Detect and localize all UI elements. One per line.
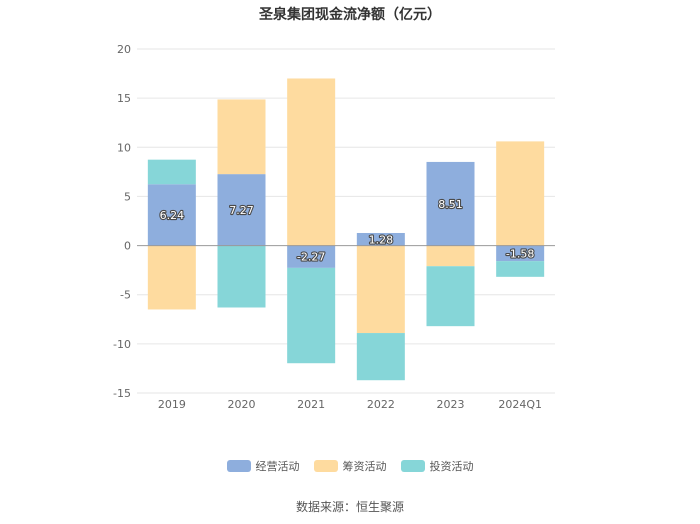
data-label: -1.58 [506, 247, 534, 260]
x-tick-label: 2023 [437, 398, 465, 411]
bar-operating [496, 245, 545, 262]
y-tick-label: -15 [113, 387, 131, 400]
data-label: 1.28 [369, 233, 394, 246]
bar-investing [426, 266, 475, 327]
data-label: 8.51 [438, 198, 463, 211]
bar-operating [287, 245, 336, 268]
legend-item-operating[interactable]: 经营活动 [226, 458, 300, 474]
bar-financing [356, 245, 405, 334]
bar-investing [356, 333, 405, 381]
bar-financing [426, 245, 475, 267]
y-tick-label: 10 [117, 141, 131, 154]
bar-operating [426, 161, 475, 246]
bar-investing [287, 267, 336, 364]
bar-investing [496, 261, 545, 277]
legend-swatch-investing [400, 460, 425, 472]
data-label: 7.27 [229, 204, 254, 217]
legend-swatch-operating [226, 460, 251, 472]
y-tick-label: 5 [124, 190, 131, 203]
y-tick-label: 15 [117, 92, 131, 105]
y-tick-label: -10 [113, 338, 131, 351]
bar-operating [147, 184, 196, 246]
legend-item-investing[interactable]: 投资活动 [400, 458, 474, 474]
x-tick-label: 2020 [228, 398, 256, 411]
chart-title: 圣泉集团现金流净额（亿元） [259, 7, 441, 23]
bar-financing [147, 245, 196, 310]
legend-item-financing[interactable]: 筹资活动 [313, 458, 387, 474]
x-tick-label: 2021 [297, 398, 325, 411]
x-tick-label: 2019 [158, 398, 186, 411]
bar-financing [496, 141, 545, 246]
data-label: 6.24 [160, 209, 185, 222]
legend-label-operating: 经营活动 [255, 460, 300, 473]
bar-financing [217, 99, 266, 175]
legend-label-financing: 筹资活动 [342, 460, 387, 473]
data-label: -2.27 [297, 251, 325, 264]
x-tick-label: 2022 [367, 398, 395, 411]
bar-financing [287, 78, 336, 246]
bar-operating [217, 174, 266, 246]
legend-swatch-financing [313, 460, 338, 472]
y-tick-label: 20 [117, 43, 131, 56]
bar-investing [217, 245, 266, 308]
y-tick-label: -5 [120, 289, 131, 302]
legend: 经营活动 筹资活动 投资活动 [0, 458, 700, 474]
x-tick-label: 2024Q1 [498, 398, 542, 411]
bar-operating [356, 232, 405, 246]
bar-investing [147, 159, 196, 185]
legend-label-investing: 投资活动 [429, 460, 474, 473]
y-tick-label: 0 [124, 240, 131, 253]
source-note: 数据来源：恒生聚源 [295, 500, 404, 514]
